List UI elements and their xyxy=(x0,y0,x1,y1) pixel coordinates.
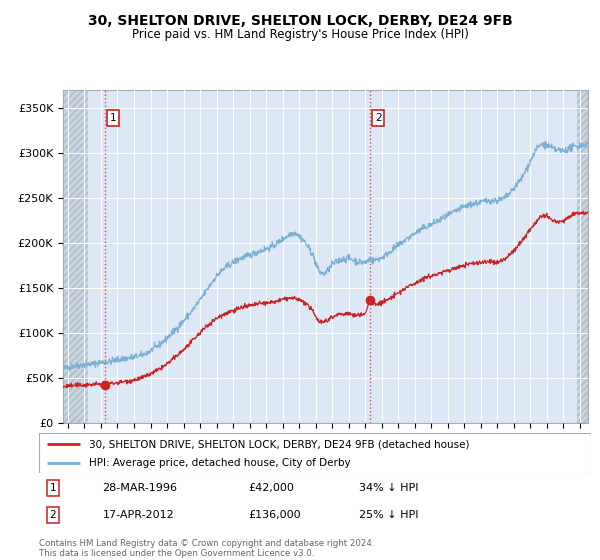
Text: 30, SHELTON DRIVE, SHELTON LOCK, DERBY, DE24 9FB: 30, SHELTON DRIVE, SHELTON LOCK, DERBY, … xyxy=(88,14,512,28)
Text: HPI: Average price, detached house, City of Derby: HPI: Average price, detached house, City… xyxy=(89,458,350,468)
Text: 1: 1 xyxy=(49,483,56,493)
Text: 2: 2 xyxy=(49,510,56,520)
Text: 1: 1 xyxy=(110,113,116,123)
Bar xyxy=(63,90,88,423)
Text: 30, SHELTON DRIVE, SHELTON LOCK, DERBY, DE24 9FB (detached house): 30, SHELTON DRIVE, SHELTON LOCK, DERBY, … xyxy=(89,439,469,449)
Bar xyxy=(577,90,588,423)
FancyBboxPatch shape xyxy=(39,433,591,473)
Text: 17-APR-2012: 17-APR-2012 xyxy=(103,510,174,520)
Text: 2: 2 xyxy=(375,113,382,123)
Text: Contains HM Land Registry data © Crown copyright and database right 2024.
This d: Contains HM Land Registry data © Crown c… xyxy=(39,539,374,558)
Text: 34% ↓ HPI: 34% ↓ HPI xyxy=(359,483,419,493)
Text: Price paid vs. HM Land Registry's House Price Index (HPI): Price paid vs. HM Land Registry's House … xyxy=(131,28,469,41)
Text: £42,000: £42,000 xyxy=(249,483,295,493)
Text: 25% ↓ HPI: 25% ↓ HPI xyxy=(359,510,419,520)
Text: 28-MAR-1996: 28-MAR-1996 xyxy=(103,483,178,493)
Text: £136,000: £136,000 xyxy=(249,510,301,520)
